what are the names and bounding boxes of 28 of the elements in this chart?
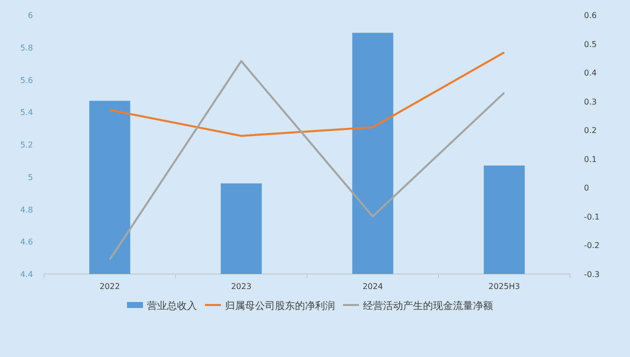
y-tick-label: 5.2 (20, 140, 33, 150)
legend-label: 经营活动产生的现金流量净额 (363, 300, 493, 312)
line-series (108, 51, 506, 137)
y2-tick-label: 0.5 (584, 40, 597, 49)
y-tick-label: 4.8 (20, 205, 33, 214)
legend-label: 归属母公司股东的净利润 (225, 300, 335, 312)
y-tick-label: 6 (28, 11, 33, 20)
y2-tick-label: 0.4 (584, 68, 597, 78)
y-tick-label: 4.6 (20, 238, 33, 247)
y-tick-label: 5.4 (20, 108, 33, 118)
y2-tick-label: 0.6 (584, 11, 597, 20)
y2-tick-label: 0.2 (584, 126, 597, 136)
y2-tick-label: 0.1 (584, 154, 597, 164)
y-tick-label: 4.4 (20, 270, 33, 279)
y2-tick-label: -0.1 (584, 212, 600, 222)
x-tick-label: 2023 (231, 282, 252, 291)
y-tick-label: 5 (28, 172, 33, 182)
y-tick-label: 5.8 (20, 43, 33, 52)
x-tick-label: 2024 (362, 282, 383, 291)
x-tick-label: 2025H3 (488, 282, 520, 291)
y2-tick-label: 0 (584, 184, 590, 193)
y-tick-label: 5.6 (20, 76, 33, 85)
x-tick-label: 2022 (100, 282, 120, 291)
y2-tick-label: -0.3 (584, 270, 600, 279)
line-series (108, 60, 506, 261)
y2-tick-label: 0.3 (584, 97, 597, 106)
legend-label: 营业总收入 (147, 300, 197, 312)
y2-tick-label: -0.2 (584, 241, 600, 250)
